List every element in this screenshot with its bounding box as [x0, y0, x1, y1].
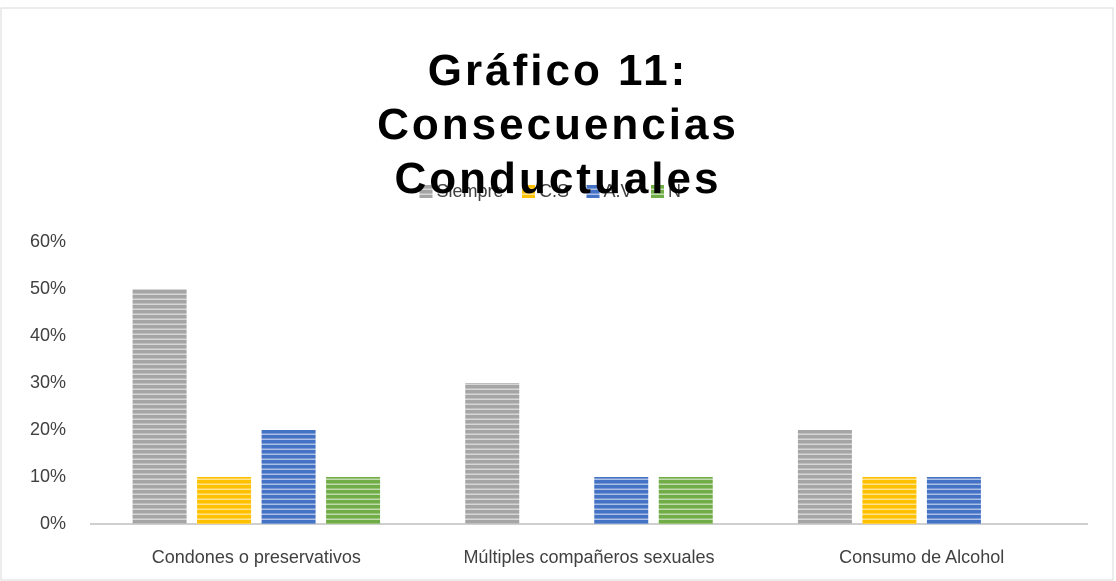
y-tick-label: 40% — [30, 325, 66, 345]
legend-label: C.S — [539, 181, 569, 201]
y-tick-label: 30% — [30, 372, 66, 392]
bar — [197, 477, 252, 524]
legend-swatch — [522, 185, 535, 198]
y-tick-label: 10% — [30, 466, 66, 486]
y-tick-label: 50% — [30, 278, 66, 298]
bar — [465, 383, 520, 524]
legend-swatch — [586, 185, 600, 198]
legend-swatch — [651, 185, 664, 198]
bar — [862, 477, 917, 524]
legend-label: N — [668, 181, 681, 201]
bar — [132, 289, 187, 524]
bar — [261, 430, 316, 524]
bar — [797, 430, 852, 524]
y-tick-label: 60% — [30, 231, 66, 251]
y-tick-label: 0% — [40, 513, 66, 533]
legend-swatch — [419, 185, 433, 198]
x-tick-label: Condones o preservativos — [152, 547, 361, 567]
x-tick-label: Múltiples compañeros sexuales — [463, 547, 714, 567]
bar — [326, 477, 381, 524]
y-tick-label: 20% — [30, 419, 66, 439]
x-tick-label: Consumo de Alcohol — [839, 547, 1004, 567]
legend-label: A.V — [604, 181, 633, 201]
bar — [926, 477, 981, 524]
legend-label: Siempre — [437, 181, 504, 201]
bar — [594, 477, 649, 524]
chart-title: Gráfico 11: Consecuencias Conductuales — [377, 46, 739, 203]
bar — [658, 477, 713, 524]
